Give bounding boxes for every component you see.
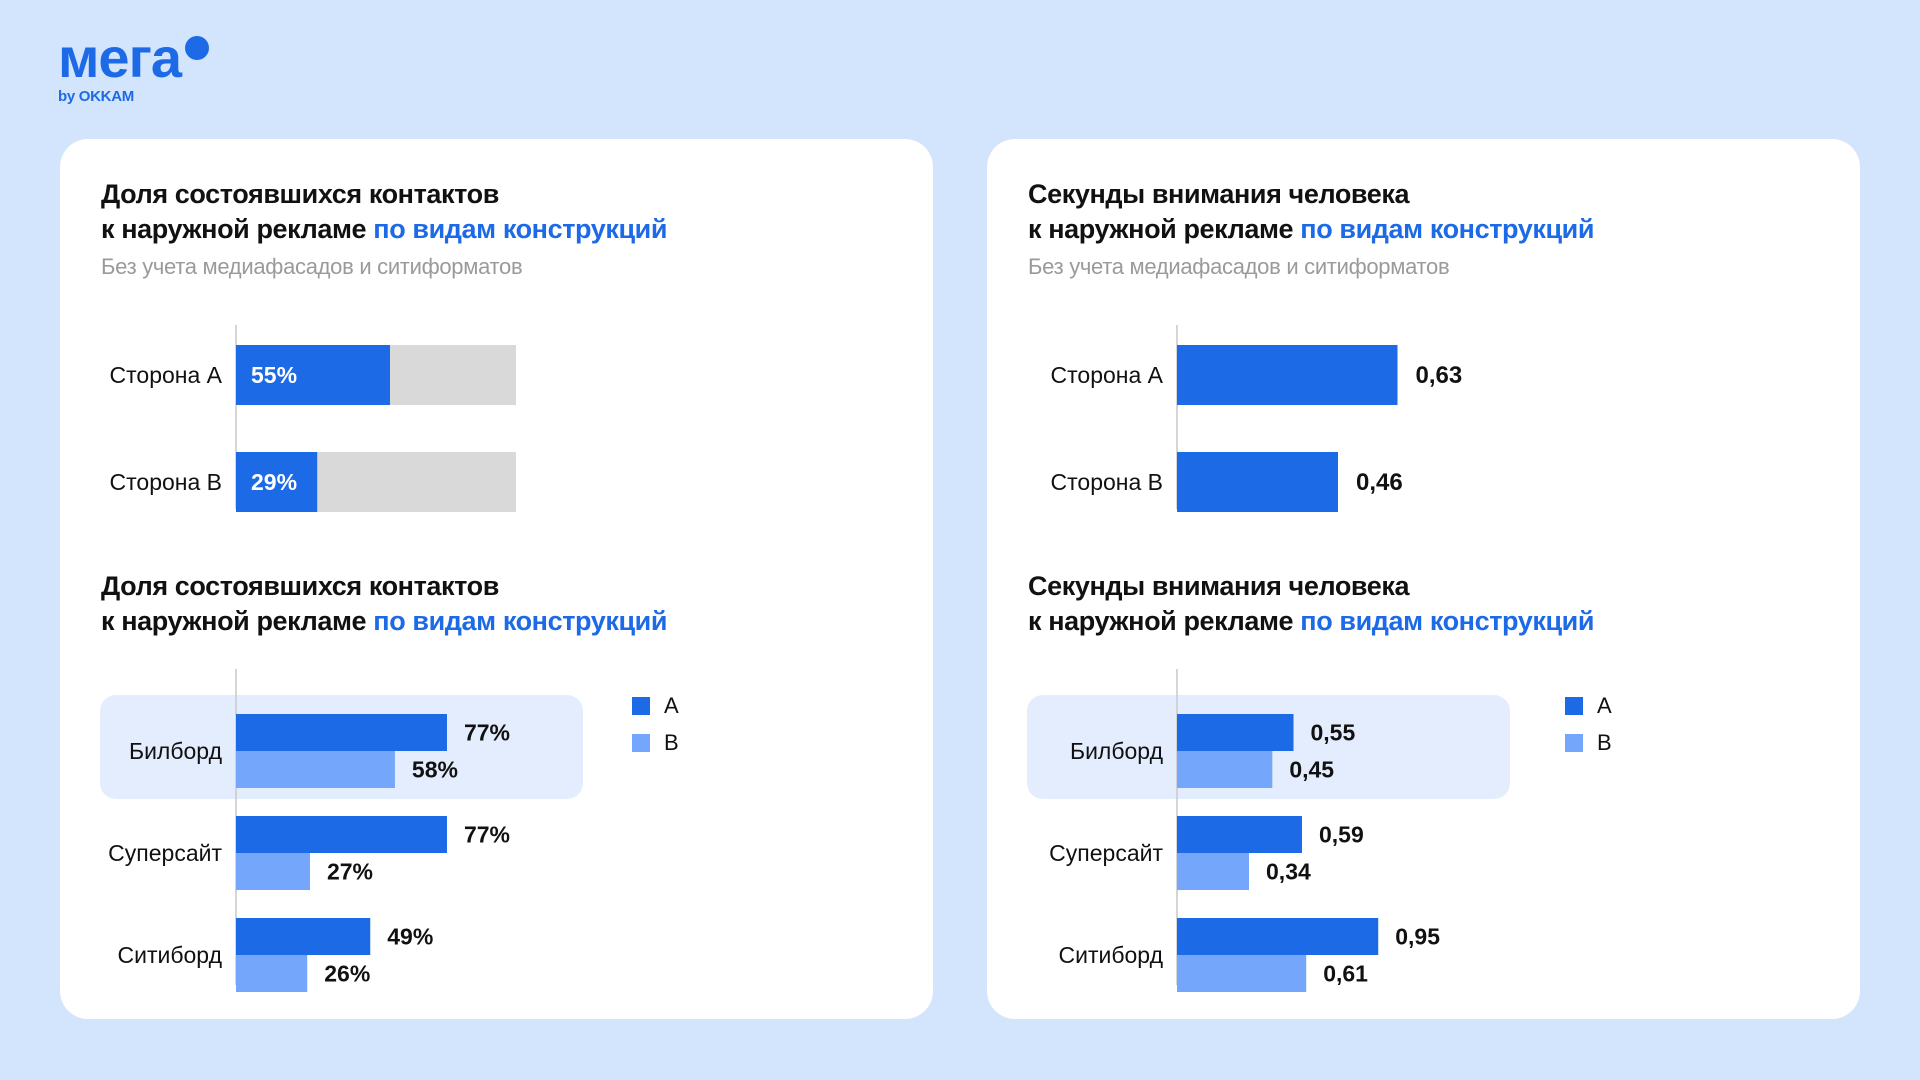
category-label-билборд: Билборд — [1070, 738, 1164, 764]
data-label: 29% — [251, 469, 297, 495]
right-top-chart-title: Секунды внимания человека к наружной рек… — [1028, 179, 1595, 244]
legend-item-a: A — [632, 687, 679, 724]
data-label: 0,95 — [1395, 924, 1440, 950]
category-label-суперсайт: Суперсайт — [108, 840, 222, 866]
category-label-сторона-в: Сторона В — [110, 469, 222, 495]
bar-суперсайт-a — [1177, 816, 1302, 853]
bar-билборд-b — [1177, 751, 1273, 788]
category-label-сторона-а: Сторона А — [1051, 362, 1164, 388]
legend-item-b: B — [1565, 724, 1612, 761]
legend-swatch-b — [632, 733, 650, 752]
bar-ситиборд-a — [236, 918, 371, 955]
data-label: 0,45 — [1289, 757, 1334, 783]
data-label: 0,59 — [1319, 822, 1364, 848]
left-top-chart-subtitle: Без учета медиафасадов и ситиформатов — [101, 254, 523, 279]
left-card: Доля состоявшихся контактов к наружной р… — [60, 139, 933, 1019]
bar-билборд-a — [1177, 714, 1294, 751]
bar-сторона-в — [236, 452, 318, 512]
category-label-билборд: Билборд — [129, 738, 223, 764]
bar-суперсайт-b — [1177, 853, 1250, 890]
attention-seconds-by-side-chart: Сторона А 0,63 Сторона В 0,46 — [1051, 325, 1463, 512]
bar-билборд-b — [236, 751, 395, 788]
legend-item-b: B — [632, 724, 679, 761]
contact-share-by-side-chart: Сторона А 55% Сторона В 29% — [110, 325, 516, 512]
brand-logo: мега by OKKAM — [58, 30, 210, 105]
left-legend: A B — [632, 687, 679, 761]
logo-dot-icon — [185, 36, 210, 60]
logo-subtitle: by OKKAM — [58, 88, 134, 105]
bar-ситиборд-a — [1177, 918, 1379, 955]
bar-сторона-в — [1177, 452, 1338, 512]
data-label: 0,46 — [1356, 469, 1403, 496]
left-bottom-chart-title: Доля состоявшихся контактов к наружной р… — [101, 571, 668, 636]
data-label: 0,34 — [1266, 859, 1311, 885]
data-label: 77% — [464, 720, 510, 746]
bar-суперсайт-a — [236, 816, 447, 853]
bar-сторона-а — [236, 345, 390, 405]
bar-ситиборд-b — [1177, 955, 1307, 992]
bar-ситиборд-b — [236, 955, 308, 992]
legend-swatch-a — [632, 696, 650, 715]
right-bottom-chart-title: Секунды внимания человека к наружной рек… — [1028, 571, 1595, 636]
logo-wordmark: мега — [58, 30, 210, 86]
right-top-chart-subtitle: Без учета медиафасадов и ситиформатов — [1028, 254, 1450, 279]
right-legend: A B — [1565, 687, 1612, 761]
contact-share-by-format-chart: Билборд77%58%Суперсайт77%27%Ситиборд49%2… — [100, 669, 583, 992]
data-label: 49% — [387, 924, 433, 950]
data-label: 55% — [251, 362, 297, 388]
category-label-сторона-в: Сторона В — [1051, 469, 1163, 495]
bar-суперсайт-b — [236, 853, 310, 890]
category-label-сторона-а: Сторона А — [110, 362, 223, 388]
category-label-суперсайт: Суперсайт — [1049, 840, 1163, 866]
legend-swatch-a — [1565, 696, 1583, 715]
bar-билборд-a — [236, 714, 447, 751]
data-label: 0,61 — [1323, 961, 1368, 987]
attention-seconds-by-format-chart: Билборд 0,55 0,45 Суперсайт 0,59 0,34 Ситиборд… — [1027, 669, 1510, 992]
data-label: 26% — [324, 961, 370, 987]
category-label-ситиборд: Ситиборд — [118, 942, 223, 968]
data-label: 77% — [464, 822, 510, 848]
data-label: 0,55 — [1311, 720, 1356, 746]
data-label: 0,63 — [1416, 362, 1463, 389]
left-top-chart-title: Доля состоявшихся контактов к наружной р… — [101, 179, 668, 244]
bar-сторона-а — [1177, 345, 1398, 405]
category-label-ситиборд: Ситиборд — [1059, 942, 1164, 968]
data-label: 27% — [327, 859, 373, 885]
legend-item-a: A — [1565, 687, 1612, 724]
legend-swatch-b — [1565, 733, 1583, 752]
right-card: Секунды внимания человека к наружной рек… — [987, 139, 1860, 1019]
data-label: 58% — [412, 757, 458, 783]
